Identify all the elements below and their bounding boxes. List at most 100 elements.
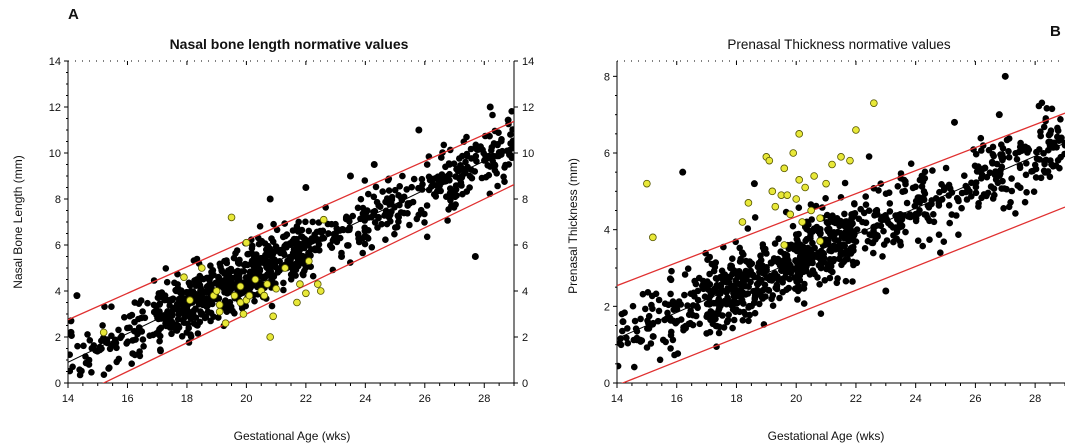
chart-b-point-normal (745, 317, 752, 325)
chart-b-point-normal (912, 217, 920, 225)
chart-a-point-normal (299, 240, 307, 248)
chart-b-point-case (792, 195, 800, 203)
chart-a-point-normal (508, 108, 514, 115)
chart-a-point-normal (108, 303, 115, 311)
chart-b-point-normal (1031, 161, 1039, 169)
chart-a-point-normal (338, 253, 346, 260)
chart-b-point-normal (729, 306, 737, 313)
chart-b-x-tick-label: 18 (730, 393, 742, 405)
chart-a-point-normal (195, 300, 203, 308)
chart-a-point-normal (185, 324, 192, 332)
chart-a-points (68, 103, 514, 383)
chart-a-right-y-tick-label: 4 (522, 286, 528, 298)
chart-a-point-normal (193, 255, 201, 263)
chart-a-point-normal (502, 161, 509, 169)
chart-a-point-normal (466, 172, 474, 180)
chart-b-point-normal (841, 179, 849, 187)
chart-b-point-case (846, 156, 854, 165)
chart-b-point-normal (643, 344, 651, 351)
chart-b-point-normal (720, 324, 728, 331)
chart-b-point-normal (740, 289, 747, 297)
chart-a-point-case (313, 280, 322, 288)
chart-b-point-case (807, 206, 815, 215)
chart-a-point-normal (379, 188, 387, 195)
chart-b-point-case (798, 218, 806, 226)
chart-a-point-normal (283, 231, 291, 238)
chart-b-point-normal (1057, 116, 1064, 123)
chart-b-point-normal (842, 218, 849, 225)
chart-a-point-normal (215, 274, 223, 282)
chart-a-point-case (215, 300, 224, 309)
chart-a-point-normal (289, 227, 297, 234)
chart-b-point-normal (667, 290, 674, 298)
chart-b-point-case (789, 149, 798, 157)
chart-a-reference-line-upper (68, 120, 514, 321)
chart-b-point-normal (637, 315, 644, 323)
chart-a-point-normal (168, 330, 175, 338)
chart-b-point-normal (972, 183, 980, 191)
chart-a-point-normal (179, 309, 187, 317)
chart-b-point-normal (930, 211, 937, 218)
chart-a-point-normal (494, 182, 501, 190)
chart-b-point-normal (617, 341, 625, 349)
chart-a-title: Nasal bone length normative values (170, 36, 409, 52)
chart-b-point-normal (972, 189, 980, 197)
chart-a-point-normal (399, 172, 406, 180)
chart-b-point-normal (940, 238, 948, 245)
chart-b-point-case (795, 130, 803, 138)
chart-b-point-normal (757, 252, 764, 259)
chart-b-point-normal (680, 326, 687, 334)
chart-b-point-normal (637, 337, 644, 344)
chart-a-point-normal (271, 257, 279, 264)
chart-b-point-normal (977, 134, 985, 142)
chart-b-point-normal (655, 296, 663, 304)
chart-a-point-normal (309, 218, 317, 226)
chart-b-point-case (816, 214, 824, 222)
chart-b-point-normal (822, 195, 829, 202)
chart-a-x-tick-label: 28 (478, 393, 490, 405)
chart-b-point-normal (642, 305, 649, 313)
chart-a-point-case (242, 238, 251, 247)
chart-b-point-normal (1032, 174, 1040, 181)
chart-b-point-normal (907, 213, 914, 221)
chart-a-x-tick-label: 24 (359, 393, 371, 405)
chart-b-point-normal (809, 239, 816, 247)
chart-a-point-normal (395, 192, 402, 199)
chart-a-point-normal (129, 337, 136, 344)
chart-b-point-normal (975, 200, 982, 207)
chart-b-point-normal (977, 168, 984, 176)
chart-b-point-normal (1000, 205, 1007, 212)
chart-a-point-case (305, 257, 313, 265)
chart-b-point-normal (958, 189, 966, 197)
chart-b-point-normal (875, 187, 882, 194)
chart-a-point-normal (333, 238, 341, 246)
chart-a-point-normal (256, 223, 264, 230)
chart-b-point-normal (671, 351, 678, 359)
chart-a-point-case (266, 333, 274, 341)
chart-a-point-normal (509, 137, 514, 145)
chart-b-point-normal (694, 287, 702, 295)
chart-b-point-normal (958, 204, 965, 212)
chart-b-point-normal (802, 237, 809, 245)
chart-b-point-normal (872, 236, 879, 243)
chart-a-y-tick-label: 8 (55, 194, 61, 206)
chart-a-point-normal (325, 230, 332, 237)
chart-b-point-normal (879, 253, 886, 260)
chart-a-point-normal (311, 231, 319, 238)
chart-b-point-normal (998, 163, 1006, 171)
chart-a-point-normal (500, 173, 507, 181)
chart-b-point-normal (668, 267, 675, 275)
chart-b-point-normal (989, 143, 997, 151)
chart-b-point-normal (853, 259, 861, 267)
chart-b-point-normal (950, 118, 958, 126)
chart-a-point-normal (268, 302, 276, 310)
chart-a-point-case (293, 298, 301, 307)
chart-b-point-normal (796, 286, 803, 293)
chart-a-point-normal (388, 193, 396, 201)
chart-b-point-normal (981, 164, 989, 172)
chart-b-point-case (765, 156, 774, 165)
chart-b-point-case (649, 233, 657, 242)
chart-a-point-normal (472, 143, 480, 151)
chart-b-point-normal (800, 243, 807, 251)
